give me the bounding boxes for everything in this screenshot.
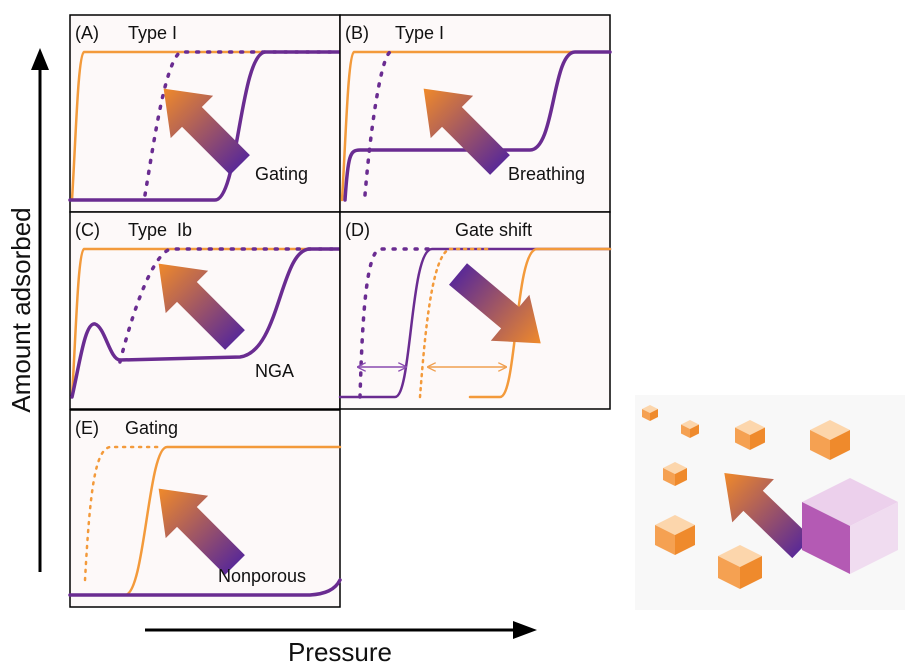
panel: (A) Type I Gating (70, 15, 340, 212)
panel-frame (340, 212, 610, 409)
panel-annotation: Gating (255, 164, 308, 184)
panel-annotation: NGA (255, 361, 294, 381)
panel: (B) Type I Breathing (340, 15, 610, 212)
x-axis-arrowhead (513, 621, 537, 639)
panel-title: Gating (125, 418, 178, 438)
panel-label: (E) (75, 418, 99, 438)
panel-label: (A) (75, 23, 99, 43)
y-axis-label: Amount adsorbed (6, 207, 36, 412)
panel-label: (D) (345, 220, 370, 240)
panel-title: Type I (128, 23, 177, 43)
panel: (E) Gating Nonporous (70, 410, 340, 607)
panel-label: (C) (75, 220, 100, 240)
panel-title: Gate shift (455, 220, 532, 240)
panel: (C) Type Ib NGA (70, 212, 340, 409)
panel-title: Type Ib (128, 220, 192, 240)
panel-title: Type I (395, 23, 444, 43)
panel-annotation: Nonporous (218, 566, 306, 586)
x-axis-label: Pressure (288, 637, 392, 664)
y-axis-arrowhead (31, 48, 49, 70)
panel-label: (B) (345, 23, 369, 43)
panel-annotation: Breathing (508, 164, 585, 184)
figure: Amount adsorbed Pressure (A) Type I Gating (B… (0, 0, 905, 664)
panel: (D) Gate shift (340, 212, 610, 409)
